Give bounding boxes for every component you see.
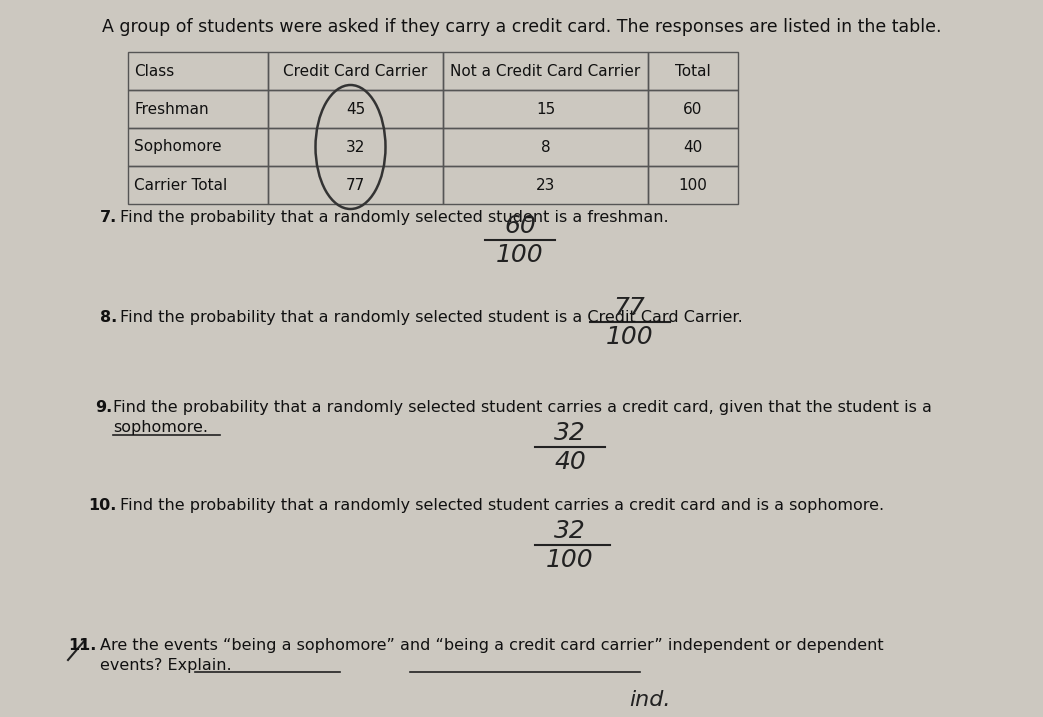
Text: 100: 100 — [679, 178, 707, 192]
Bar — [443, 128, 648, 166]
Text: Find the probability that a randomly selected student is a freshman.: Find the probability that a randomly sel… — [120, 210, 669, 225]
Text: Are the events “being a sophomore” and “being a credit card carrier” independent: Are the events “being a sophomore” and “… — [100, 638, 883, 653]
Text: 15: 15 — [536, 102, 555, 116]
Text: 32: 32 — [554, 519, 586, 543]
Text: 32: 32 — [554, 421, 586, 445]
Text: Carrier Total: Carrier Total — [134, 178, 227, 192]
Bar — [268, 90, 443, 128]
Text: 77: 77 — [346, 178, 365, 192]
Text: Find the probability that a randomly selected student is a Credit Card Carrier.: Find the probability that a randomly sel… — [120, 310, 743, 325]
Bar — [648, 90, 738, 128]
Text: Find the probability that a randomly selected student carries a credit card and : Find the probability that a randomly sel… — [120, 498, 884, 513]
Text: Credit Card Carrier: Credit Card Carrier — [284, 64, 428, 78]
Text: 7.: 7. — [100, 210, 117, 225]
Text: 45: 45 — [346, 102, 365, 116]
Text: 9.: 9. — [95, 400, 113, 415]
Bar — [443, 166, 648, 204]
Text: 100: 100 — [496, 243, 543, 267]
Bar — [128, 166, 268, 204]
Text: Find the probability that a randomly selected student carries a credit card, giv: Find the probability that a randomly sel… — [113, 400, 931, 415]
Bar — [648, 52, 738, 90]
Text: 11.: 11. — [68, 638, 96, 653]
Text: A group of students were asked if they carry a credit card. The responses are li: A group of students were asked if they c… — [102, 18, 942, 36]
Text: Freshman: Freshman — [134, 102, 209, 116]
Text: Total: Total — [675, 64, 711, 78]
Text: 100: 100 — [606, 325, 654, 349]
Text: 60: 60 — [504, 214, 536, 238]
Text: 32: 32 — [346, 140, 365, 154]
Text: 8.: 8. — [100, 310, 117, 325]
Bar — [268, 128, 443, 166]
Bar — [443, 52, 648, 90]
Bar — [648, 166, 738, 204]
Text: 40: 40 — [554, 450, 586, 474]
Text: 10.: 10. — [88, 498, 117, 513]
Text: 77: 77 — [614, 296, 646, 320]
Bar — [128, 128, 268, 166]
Text: ind.: ind. — [629, 690, 671, 710]
Bar — [128, 90, 268, 128]
Bar — [443, 90, 648, 128]
Text: sophomore.: sophomore. — [113, 420, 208, 435]
Text: 40: 40 — [683, 140, 703, 154]
Text: Class: Class — [134, 64, 174, 78]
Bar — [648, 128, 738, 166]
Text: 8: 8 — [540, 140, 551, 154]
Bar — [268, 166, 443, 204]
Bar — [268, 52, 443, 90]
Text: 60: 60 — [683, 102, 703, 116]
Bar — [128, 52, 268, 90]
Text: 100: 100 — [547, 548, 593, 572]
Text: Not a Credit Card Carrier: Not a Credit Card Carrier — [451, 64, 640, 78]
Text: 23: 23 — [536, 178, 555, 192]
Text: Sophomore: Sophomore — [134, 140, 221, 154]
Text: events? Explain.: events? Explain. — [100, 658, 232, 673]
